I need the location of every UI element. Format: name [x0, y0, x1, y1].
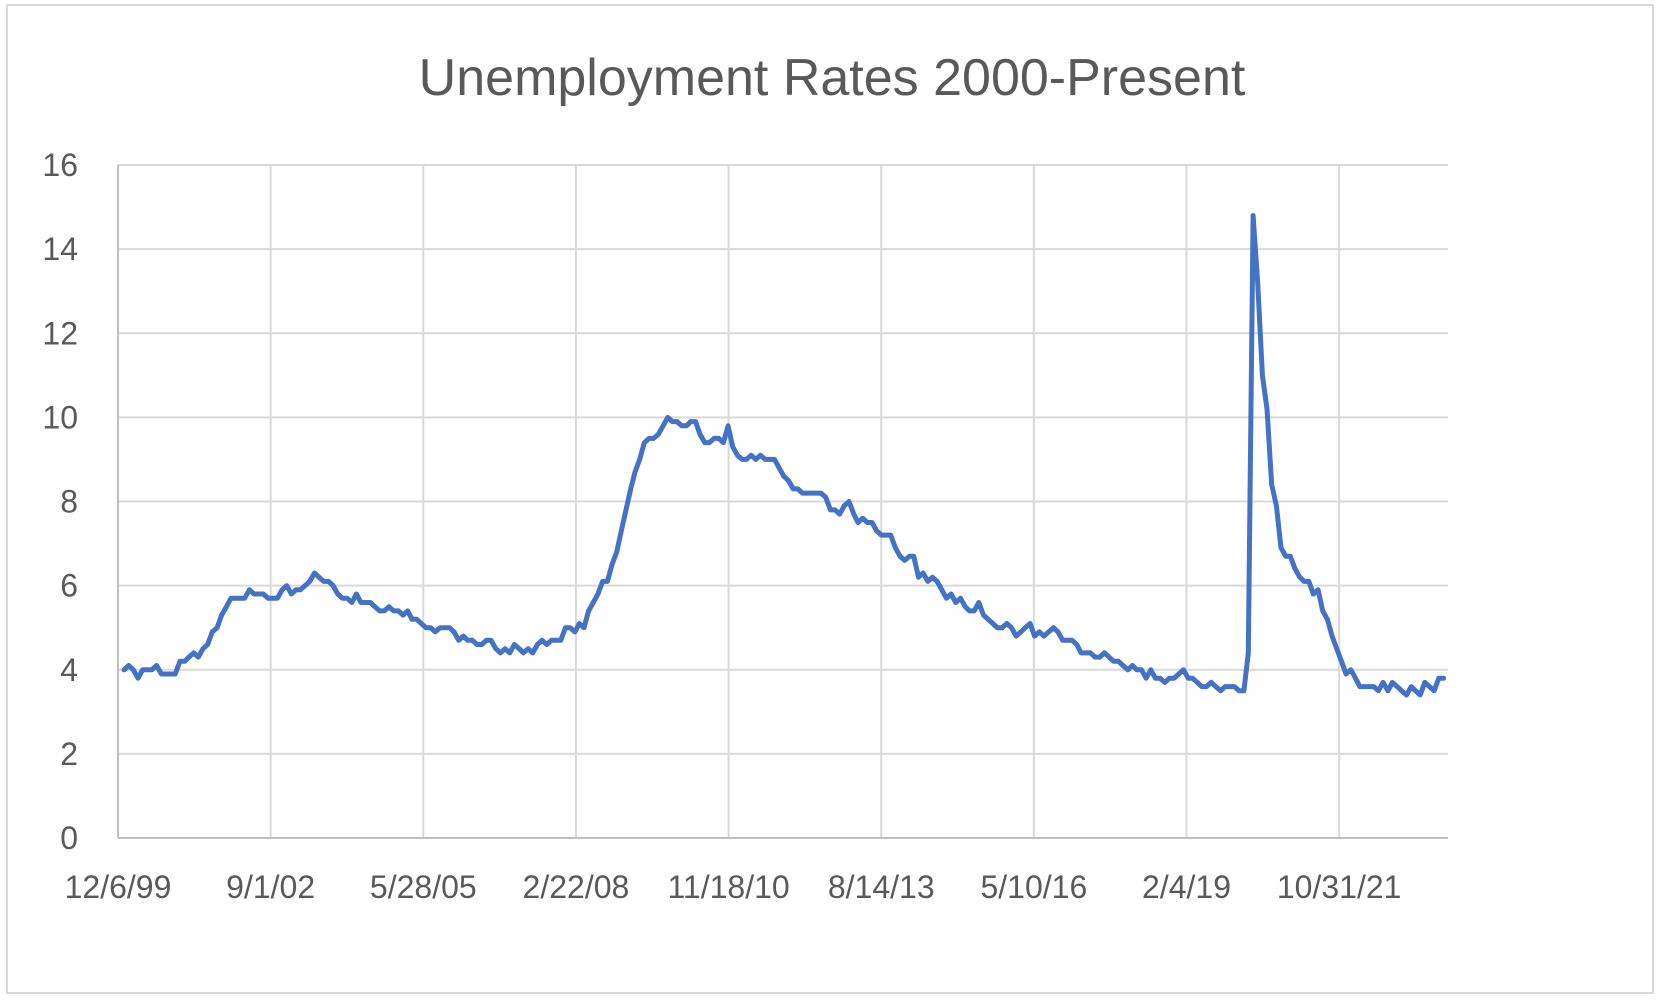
y-tick-labels: 0 2 4 6 8 10 12 14 16	[42, 147, 78, 856]
y-tick-label: 4	[60, 652, 78, 688]
y-tick-label: 12	[42, 315, 78, 351]
series-line	[121, 213, 1447, 698]
x-tick-label: 8/14/13	[828, 869, 935, 905]
y-tick-label: 10	[42, 399, 78, 435]
x-tick-label: 5/10/16	[980, 869, 1087, 905]
x-tick-label: 12/6/99	[65, 869, 172, 905]
y-tick-label: 6	[60, 568, 78, 604]
chart-frame	[6, 4, 1654, 994]
y-tick-label: 2	[60, 736, 78, 772]
y-tick-label: 8	[60, 484, 78, 520]
y-tick-label: 0	[60, 820, 78, 856]
y-tick-label: 16	[42, 147, 78, 183]
y-tick-label: 14	[42, 231, 78, 267]
x-tick-labels: 12/6/99 9/1/02 5/28/05 2/22/08 11/18/10 8/14/…	[65, 869, 1402, 905]
x-tick-label: 11/18/10	[667, 869, 789, 905]
x-tick-label: 10/31/21	[1277, 869, 1402, 905]
x-tick-label: 2/4/19	[1142, 869, 1231, 905]
x-tick-label: 5/28/05	[370, 869, 477, 905]
series-group	[121, 213, 1447, 698]
x-tick-label: 9/1/02	[226, 869, 315, 905]
chart-title: Unemployment Rates 2000-Present	[419, 49, 1246, 107]
x-tick-label: 2/22/08	[523, 869, 630, 905]
axes	[117, 165, 1448, 839]
